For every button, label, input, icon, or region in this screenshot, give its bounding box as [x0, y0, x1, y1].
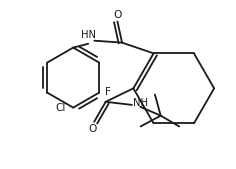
Text: Cl: Cl: [56, 103, 66, 113]
Text: O: O: [88, 124, 97, 134]
Text: F: F: [105, 87, 111, 97]
Text: O: O: [113, 9, 122, 20]
Text: HN: HN: [81, 30, 96, 40]
Text: NH: NH: [133, 98, 148, 108]
